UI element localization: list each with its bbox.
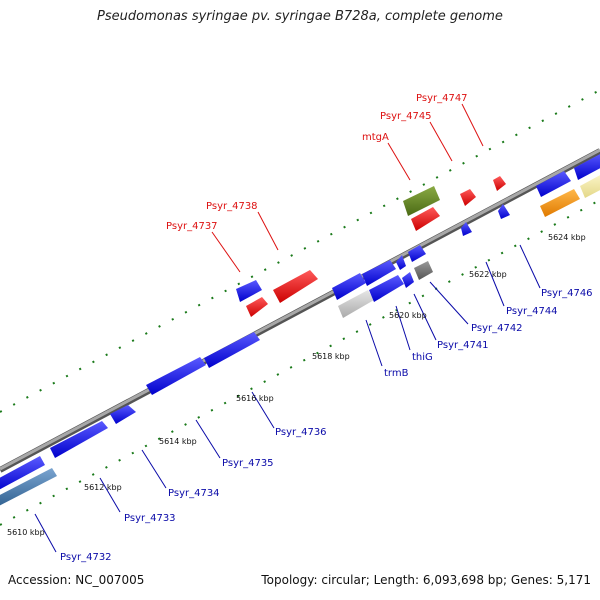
gene-label: thiG [412,352,433,363]
gene-label: Psyr_4745 [380,111,432,122]
gene-label: Psyr_4747 [416,93,468,104]
gene-psyr-4738-red-a [246,297,268,317]
gene-thig [369,275,404,302]
gene-cream-right [580,175,600,198]
gene-label: Psyr_4746 [541,288,593,299]
gene-psyr-4746 [498,204,510,219]
lower-tick-track [0,199,600,526]
scale-label: 5616 kbp [236,394,274,403]
gene-trmb [338,290,374,318]
scale-labels: 5610 kbp 5612 kbp 5614 kbp 5616 kbp 5618… [7,233,586,537]
gene-label: Psyr_4736 [275,427,327,438]
gene-label: Psyr_4742 [471,323,523,334]
gene-label: Psyr_4737 [166,221,218,232]
genes [0,154,600,506]
scale-label: 5612 kbp [84,483,122,492]
map-title: Pseudomonas syringae pv. syringae B728a,… [97,9,503,24]
leader-lines [34,103,541,553]
gene-psyr-4737 [236,280,262,302]
gene-label: Psyr_4738 [206,201,258,212]
gene-label: trmB [384,368,409,379]
gene-mtga [403,186,440,216]
gene-psyr-4735 [110,405,136,424]
gene-label: Psyr_4733 [124,513,176,524]
gene-psyr-4738 [273,270,318,303]
gene-label: mtgA [362,132,389,143]
gene-psyr-4732 [0,468,57,506]
gene-psyr-4733 [0,456,45,490]
scale-label: 5620 kbp [389,311,427,320]
genome-stats-text: Topology: circular; Length: 6,093,698 bp… [261,573,591,587]
gene-psyr-4736b [204,332,260,368]
scale-label: 5618 kbp [312,352,350,361]
backbone [0,148,600,473]
gene-psyr-4734 [50,421,108,458]
accession-text: Accession: NC_007005 [8,573,145,587]
gene-psyr-4741 [362,260,396,286]
gene-label: Psyr_4732 [60,552,112,563]
scale-label: 5622 kbp [469,270,507,279]
scale-label: 5624 kbp [548,233,586,242]
gene-labels-bottom: Psyr_4732 Psyr_4733 Psyr_4734 Psyr_4735 … [60,288,593,563]
gene-blue-right [574,154,600,180]
gene-label: Psyr_4744 [506,306,558,317]
gene-psyr-4742-gray [414,261,433,280]
gene-orange [540,189,580,217]
gene-psyr-4736a [146,357,206,395]
scale-label: 5610 kbp [7,528,45,537]
gene-psyr-4744 [461,222,472,236]
gene-psyr-4741b [396,255,406,270]
gene-psyr-4741c [402,272,414,288]
scale-label: 5614 kbp [159,437,197,446]
upper-tick-track [0,89,600,413]
gene-label: Psyr_4741 [437,340,489,351]
gene-psyr-4742 [408,245,426,262]
gene-label: Psyr_4734 [168,488,220,499]
gene-labels-top: Psyr_4737 Psyr_4738 mtgA Psyr_4745 Psyr_… [166,93,468,232]
gene-label: Psyr_4735 [222,458,274,469]
gene-psyr-4747 [493,176,506,191]
gene-psyr-4746b [536,171,571,197]
gene-mtga-red [411,207,440,231]
gene-psyr-4745 [460,189,476,206]
gene-trmb-blue [332,273,366,300]
